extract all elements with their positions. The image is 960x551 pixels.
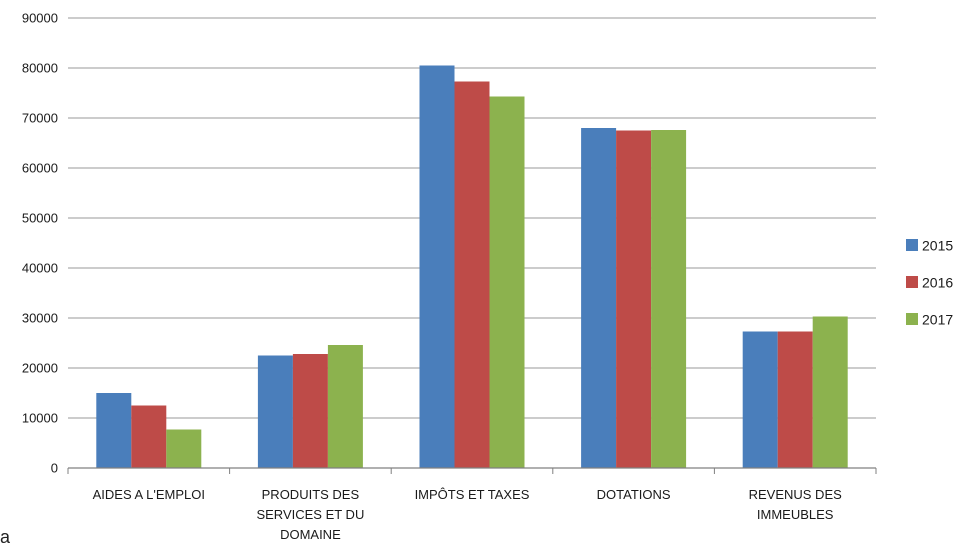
x-tick-label-line: DOTATIONS <box>597 487 671 502</box>
legend-swatch <box>906 313 918 325</box>
y-tick-label: 90000 <box>22 11 58 26</box>
bar-2016 <box>454 81 490 468</box>
bar-2017 <box>166 429 202 468</box>
x-tick-label-line: REVENUS DES <box>749 487 843 502</box>
bar-2017 <box>489 96 525 468</box>
x-tick-label: PRODUITS DES SERVICES ET DU DOMAINE <box>256 487 364 542</box>
bar-2017 <box>327 345 363 468</box>
y-tick-label: 30000 <box>22 311 58 326</box>
x-tick-label-line: SERVICES ET DU <box>256 507 364 522</box>
x-axis <box>67 467 877 474</box>
x-tick-label: DOTATIONS <box>597 487 671 502</box>
x-axis-labels: AIDES A L'EMPLOI PRODUITS DES SERVICES ET … <box>93 487 842 542</box>
legend-swatch <box>906 239 918 251</box>
y-tick-label: 20000 <box>22 361 58 376</box>
y-tick-label: 10000 <box>22 411 58 426</box>
x-tick-label-line: IMPÔTS ET TAXES <box>415 487 530 502</box>
x-tick-label-line: DOMAINE <box>280 527 341 542</box>
stray-text: a <box>0 527 11 547</box>
legend-label: 2017 <box>922 312 953 328</box>
y-axis-ticks: 0 10000 20000 30000 40000 50000 60000 70000 8000… <box>22 11 58 476</box>
bar-2015 <box>257 355 293 468</box>
legend-label: 2015 <box>922 238 953 254</box>
y-tick-label: 80000 <box>22 61 58 76</box>
x-tick-label: AIDES A L'EMPLOI <box>93 487 205 502</box>
x-tick-label-line: AIDES A L'EMPLOI <box>93 487 205 502</box>
legend-swatch <box>906 276 918 288</box>
x-tick-label: IMPÔTS ET TAXES <box>415 487 530 502</box>
bar-2016 <box>292 354 328 468</box>
bar-2015 <box>742 331 778 468</box>
bar-2016 <box>131 405 167 468</box>
y-tick-label: 70000 <box>22 111 58 126</box>
legend-label: 2016 <box>922 275 953 291</box>
y-tick-label: 40000 <box>22 261 58 276</box>
x-tick-label-line: PRODUITS DES <box>262 487 360 502</box>
bar-2015 <box>96 393 132 468</box>
bar-2016 <box>777 331 813 468</box>
x-tick-label: REVENUS DES IMMEUBLES <box>749 487 843 522</box>
bar-2016 <box>616 130 652 468</box>
bar-2017 <box>812 316 848 468</box>
bar-2015 <box>581 128 617 468</box>
bars <box>96 65 848 468</box>
y-tick-label: 60000 <box>22 161 58 176</box>
y-tick-label: 50000 <box>22 211 58 226</box>
y-tick-label: 0 <box>51 461 58 476</box>
legend: 2015 2016 2017 <box>906 238 953 328</box>
bar-2015 <box>419 65 455 468</box>
bar-2017 <box>651 130 687 468</box>
x-tick-label-line: IMMEUBLES <box>757 507 834 522</box>
